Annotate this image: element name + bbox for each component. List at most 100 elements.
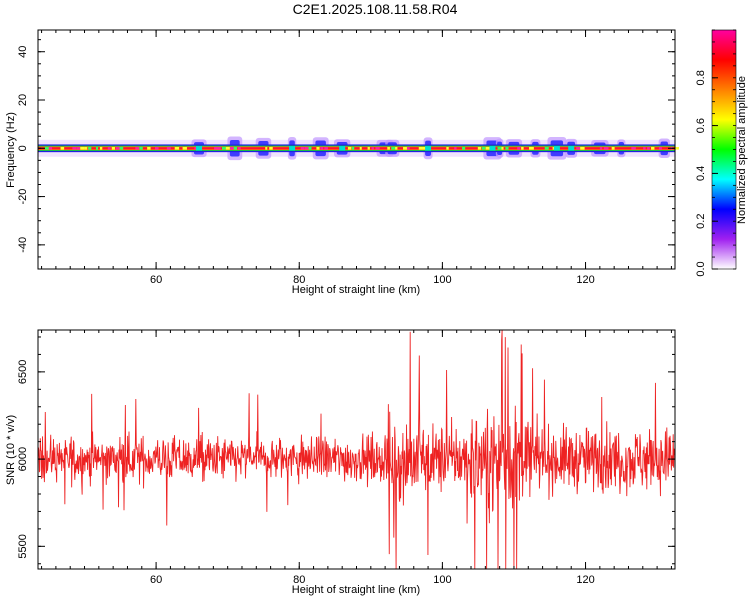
y-tick-label: 5500 (17, 534, 29, 558)
spectrogram-fleck (674, 146, 679, 150)
spectrogram-fleck (371, 146, 374, 150)
spectrogram-fleck (225, 146, 231, 150)
x-tick-label: 80 (293, 274, 305, 286)
colorbar-tick-label: 0.2 (695, 214, 707, 229)
colorbar-tick-label: 0.6 (695, 118, 707, 133)
spectrogram-fleck (221, 146, 227, 150)
spectrogram-fleck (387, 146, 390, 150)
spectrogram-fleck (135, 146, 140, 150)
spectrogram-fleck (521, 146, 524, 150)
spectrogram-fleck (418, 146, 423, 150)
x-tick-label: 120 (576, 274, 594, 286)
spectrogram-fleck (501, 146, 504, 150)
spectrogram-fleck (76, 146, 81, 150)
colorbar-tick-label: 0.8 (695, 70, 707, 85)
spectrogram-fleck (229, 146, 235, 150)
spectrogram-fleck (237, 146, 241, 150)
spectrogram-fleck (111, 146, 115, 150)
spectrogram-fleck (643, 146, 646, 150)
spectrogram-ticks: 60 80 100 120 40 20 0 -20 -40 (17, 30, 675, 286)
spectrogram-patch (339, 146, 346, 151)
colorbar-ticks: 0.0 0.2 0.4 0.6 0.8 (695, 29, 737, 277)
spectrogram-fleck (80, 146, 85, 150)
x-tick-label: 120 (576, 574, 594, 586)
spectrogram-fleck (631, 146, 636, 150)
spectrogram-fleck (658, 146, 662, 150)
spectrogram-fleck (218, 146, 221, 150)
spectrogram-patch (289, 146, 296, 151)
spectrogram-patch (568, 146, 575, 151)
spectrogram-fleck (233, 146, 238, 150)
spectrogram-fleck (84, 146, 88, 150)
spectrogram-fleck (95, 146, 99, 150)
spectrogram-fleck (174, 146, 180, 150)
snr-series-line (37, 329, 676, 570)
spectrogram-fleck (477, 146, 482, 150)
spectrogram-fleck (300, 146, 305, 150)
spectrogram-fleck (44, 146, 50, 150)
spectrogram-fleck (462, 146, 466, 150)
y-tick-label: -40 (17, 237, 29, 253)
x-tick-label: 60 (150, 274, 162, 286)
colorbar-gradient-bar (712, 30, 736, 269)
spectrogram-fleck (406, 146, 410, 150)
spectrogram-fleck (269, 146, 273, 150)
spectrogram-marks (38, 136, 679, 161)
y-tick-label: -20 (17, 189, 29, 205)
spectrogram-patch (196, 146, 203, 151)
snr-ylabel: SNR (10 * v/v) (5, 415, 17, 485)
spectrogram-fleck (320, 146, 324, 150)
page-title: C2E1.2025.108.11.58.R04 (292, 1, 458, 17)
spectrogram-patch (425, 146, 432, 151)
spectrogram-fleck (576, 146, 581, 150)
spectrogram-fleck (351, 146, 355, 150)
spectrogram-fleck (72, 146, 77, 150)
spectrogram-xlabel: Height of straight line (km) (292, 284, 420, 296)
spectrogram-fleck (454, 146, 457, 150)
spectrogram-patch (553, 146, 560, 151)
spectrogram-fleck (359, 146, 362, 150)
spectrogram-fleck (88, 146, 92, 150)
spectrogram-fleck (48, 146, 53, 150)
spectrogram-fleck (403, 146, 408, 150)
spectrogram-fleck (182, 146, 187, 150)
spectrogram-fleck (265, 146, 268, 150)
y-tick-label: 40 (17, 46, 29, 58)
snr-xlabel: Height of straight line (km) (292, 584, 420, 596)
spectrogram-fleck (528, 146, 534, 150)
spectrogram-fleck (599, 146, 603, 150)
spectrogram-panel: 60 80 100 120 40 20 0 -20 -40 Height of straight… (5, 29, 679, 296)
spectrogram-fleck (517, 146, 521, 150)
x-tick-label: 80 (293, 574, 305, 586)
spectrogram-fleck (481, 146, 486, 150)
spectrogram-fleck (375, 146, 380, 150)
spectrogram-fleck (544, 146, 549, 150)
x-tick-label: 100 (433, 574, 451, 586)
spectrogram-fleck (505, 146, 509, 150)
colorbar-tick-label: 0.0 (695, 261, 707, 276)
spectrogram-fleck (395, 146, 398, 150)
spectrogram-fleck (422, 146, 428, 150)
spectrogram-fleck (367, 146, 370, 150)
spectrogram-fleck (651, 146, 655, 150)
y-tick-label: 6000 (17, 447, 29, 471)
spectrogram-fleck (166, 146, 171, 150)
spectrogram-band-core (38, 147, 675, 150)
x-tick-label: 100 (433, 274, 451, 286)
spectrogram-fleck (107, 146, 111, 150)
spectrogram-fleck (580, 146, 585, 150)
spectrogram-fleck (155, 146, 159, 150)
spectrogram-fleck (497, 146, 503, 150)
spectrogram-fleck (147, 146, 151, 150)
colorbar-tick-label: 0.4 (695, 166, 707, 181)
spectrogram-fleck (139, 146, 143, 150)
spectrogram-fleck (60, 146, 65, 150)
spectrogram-fleck (391, 146, 396, 150)
snr-ticks: 60 80 100 120 6500 6000 5500 (17, 330, 675, 586)
spectrogram-fleck (115, 146, 121, 150)
spectrogram-fleck (647, 146, 650, 150)
spectrogram-fleck (324, 146, 328, 150)
y-tick-label: 0 (17, 145, 29, 151)
spectrogram-fleck (347, 146, 352, 150)
